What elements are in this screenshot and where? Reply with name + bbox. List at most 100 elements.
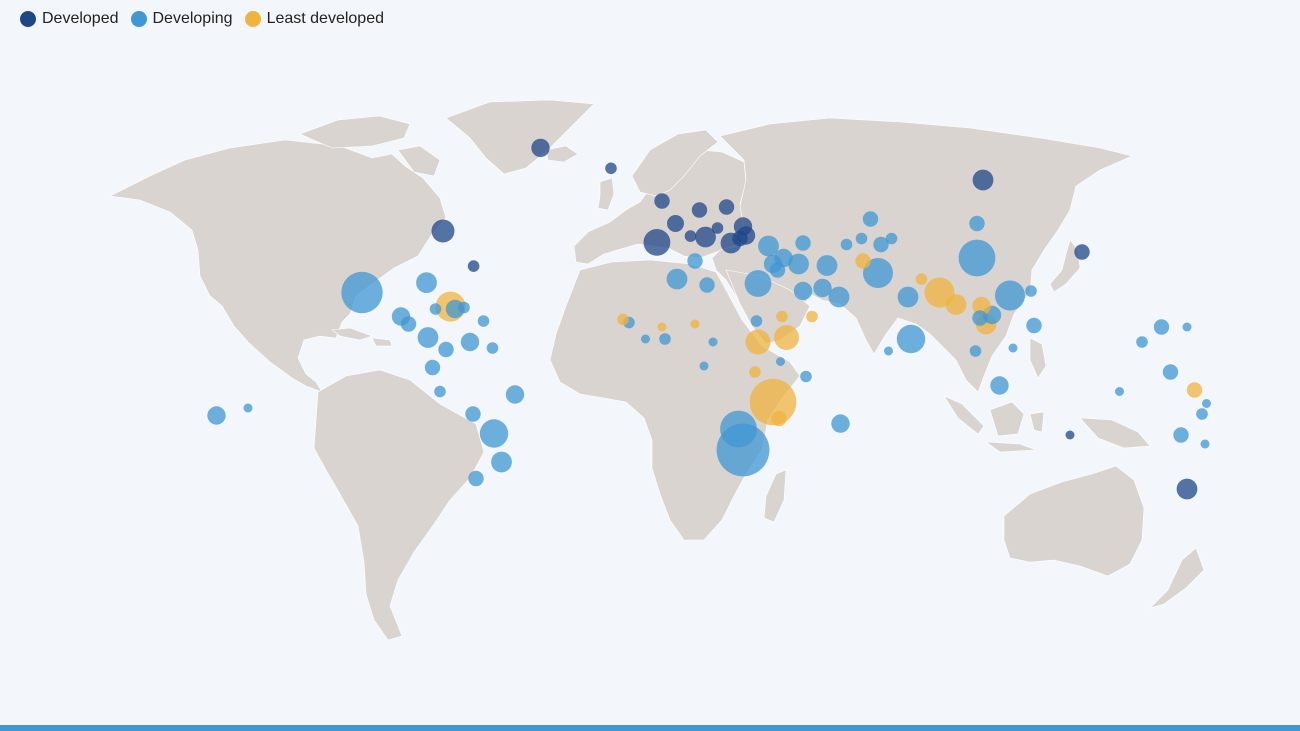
country-marker[interactable] (855, 232, 868, 245)
country-marker[interactable] (995, 280, 1025, 311)
country-marker[interactable] (800, 370, 812, 383)
country-marker[interactable] (745, 329, 771, 355)
country-marker[interactable] (1115, 387, 1124, 396)
country-marker[interactable] (1186, 382, 1203, 398)
country-marker[interactable] (732, 230, 748, 247)
country-marker[interactable] (424, 359, 441, 376)
country-marker[interactable] (945, 294, 967, 315)
country-marker[interactable] (758, 235, 779, 257)
country-marker[interactable] (207, 406, 226, 425)
country-marker[interactable] (969, 215, 985, 232)
country-marker[interactable] (468, 470, 484, 487)
country-marker[interactable] (711, 222, 724, 234)
country-marker[interactable] (666, 268, 688, 290)
country-marker[interactable] (873, 236, 889, 253)
country-marker[interactable] (813, 278, 832, 298)
country-marker[interactable] (862, 211, 879, 227)
country-marker[interactable] (691, 202, 708, 218)
country-marker[interactable] (774, 325, 799, 350)
country-marker[interactable] (816, 255, 838, 276)
country-marker[interactable] (788, 253, 809, 275)
country-marker[interactable] (776, 310, 788, 323)
country-marker[interactable] (831, 414, 850, 433)
country-marker[interactable] (687, 253, 703, 269)
country-marker[interactable] (690, 319, 700, 329)
country-marker[interactable] (828, 286, 850, 308)
legend-item-least-developed[interactable]: Least developed (244, 10, 384, 28)
country-marker[interactable] (416, 272, 437, 293)
country-marker[interactable] (486, 342, 499, 354)
country-marker[interactable] (1200, 439, 1210, 449)
country-marker[interactable] (505, 385, 525, 404)
country-marker[interactable] (1173, 427, 1189, 443)
country-marker[interactable] (793, 281, 813, 301)
country-marker[interactable] (1026, 317, 1042, 334)
country-marker[interactable] (1025, 285, 1037, 297)
country-marker[interactable] (744, 270, 772, 297)
country-marker[interactable] (915, 273, 928, 285)
country-marker[interactable] (458, 301, 470, 314)
country-marker[interactable] (654, 193, 670, 209)
country-marker[interactable] (972, 310, 988, 326)
country-marker[interactable] (806, 310, 818, 323)
country-marker[interactable] (400, 316, 417, 332)
legend-item-developing[interactable]: Developing (130, 10, 233, 28)
country-marker[interactable] (695, 226, 716, 248)
country-marker[interactable] (617, 313, 629, 326)
country-marker[interactable] (684, 230, 697, 242)
country-marker[interactable] (1162, 364, 1179, 380)
country-marker[interactable] (708, 337, 718, 347)
country-marker[interactable] (605, 162, 617, 175)
country-marker[interactable] (438, 341, 454, 358)
country-marker[interactable] (641, 334, 650, 344)
country-marker[interactable] (885, 232, 898, 245)
country-marker[interactable] (795, 235, 811, 251)
country-marker[interactable] (1176, 478, 1198, 500)
country-marker[interactable] (897, 286, 919, 308)
country-marker[interactable] (431, 219, 455, 243)
country-marker[interactable] (1196, 408, 1208, 420)
country-marker[interactable] (491, 451, 512, 473)
country-marker[interactable] (749, 366, 761, 378)
country-marker[interactable] (896, 324, 926, 354)
country-marker[interactable] (667, 215, 684, 232)
country-marker[interactable] (659, 333, 671, 345)
country-marker[interactable] (479, 419, 509, 448)
country-marker[interactable] (750, 315, 763, 327)
country-marker[interactable] (657, 322, 667, 332)
country-marker[interactable] (769, 262, 786, 278)
country-marker[interactable] (477, 315, 490, 327)
country-marker[interactable] (699, 361, 709, 371)
country-marker[interactable] (972, 169, 994, 191)
country-marker[interactable] (958, 239, 996, 277)
country-marker[interactable] (1153, 319, 1170, 335)
country-marker[interactable] (1065, 430, 1075, 440)
country-marker[interactable] (771, 410, 787, 427)
country-marker[interactable] (434, 385, 446, 398)
country-marker[interactable] (417, 327, 439, 348)
country-marker[interactable] (776, 357, 785, 366)
country-marker[interactable] (460, 332, 480, 352)
country-marker[interactable] (1182, 322, 1192, 332)
country-marker[interactable] (467, 260, 480, 272)
country-marker[interactable] (990, 376, 1009, 395)
country-marker[interactable] (1074, 244, 1090, 260)
country-marker[interactable] (1008, 343, 1018, 353)
country-marker[interactable] (699, 277, 715, 293)
country-marker[interactable] (341, 271, 383, 314)
country-marker[interactable] (429, 303, 442, 315)
country-marker[interactable] (1136, 336, 1148, 348)
country-marker[interactable] (718, 199, 735, 215)
country-marker[interactable] (1202, 399, 1211, 408)
country-marker[interactable] (465, 406, 481, 422)
legend-item-developed[interactable]: Developed (20, 10, 119, 28)
country-marker[interactable] (969, 345, 982, 357)
country-marker[interactable] (840, 238, 853, 251)
country-marker[interactable] (884, 346, 893, 356)
country-marker[interactable] (531, 138, 550, 158)
country-marker[interactable] (855, 253, 871, 269)
country-marker[interactable] (863, 258, 893, 288)
country-marker[interactable] (643, 229, 671, 256)
country-marker[interactable] (243, 403, 253, 413)
country-marker[interactable] (720, 410, 757, 448)
